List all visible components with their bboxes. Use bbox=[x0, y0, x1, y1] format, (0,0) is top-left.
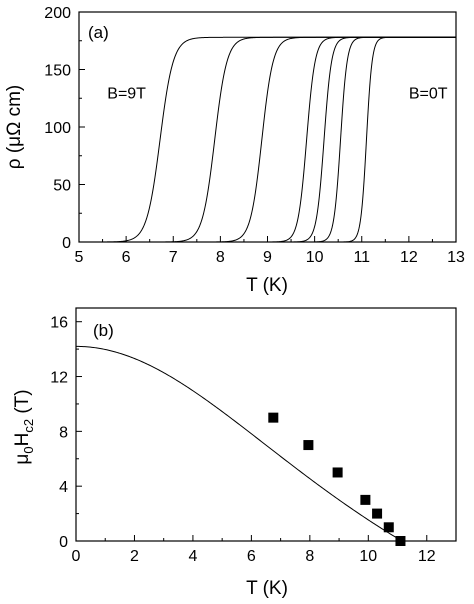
panel-b-x-axis-label: T (K) bbox=[246, 578, 288, 599]
x-tick-label: 5 bbox=[75, 249, 84, 266]
x-tick-label: 0 bbox=[72, 548, 81, 565]
y-tick-label: 16 bbox=[50, 315, 68, 332]
panel-b-fit-curve bbox=[76, 345, 403, 542]
x-tick-label: 6 bbox=[247, 548, 256, 565]
panel-a-resistivity-chart: 5 6 7 8 9 10 11 12 13 0 50 100 150 200 (a) B=9T B=0T… bbox=[4, 5, 465, 296]
x-tick-label: 9 bbox=[263, 249, 272, 266]
resistivity-curve-5 bbox=[79, 36, 456, 243]
y-tick-label: 200 bbox=[44, 5, 71, 22]
x-tick-label: 4 bbox=[188, 548, 197, 565]
panel-a-x-axis-label: T (K) bbox=[246, 275, 288, 296]
resistivity-curve-3 bbox=[79, 36, 456, 243]
y-label-sub0: 0 bbox=[21, 446, 36, 453]
x-tick-label: 7 bbox=[169, 249, 178, 266]
panel-a-frame bbox=[78, 11, 457, 243]
x-tick-label: 2 bbox=[130, 548, 139, 565]
data-point-4 bbox=[372, 508, 383, 519]
x-tick-label: 12 bbox=[400, 249, 418, 266]
data-point-6 bbox=[395, 536, 406, 546]
resistivity-curve-1 bbox=[79, 36, 456, 243]
y-tick-label: 8 bbox=[59, 424, 68, 441]
resistivity-curve-2 bbox=[79, 36, 456, 243]
x-tick-label: 8 bbox=[216, 249, 225, 266]
panel-a-y-ticks: 0 50 100 150 200 bbox=[44, 5, 85, 252]
panel-a-x-ticks: 5 6 7 8 9 10 11 12 13 bbox=[75, 236, 465, 266]
panel-b-data-points bbox=[268, 412, 406, 546]
y-tick-label: 12 bbox=[50, 370, 68, 387]
x-tick-label: 10 bbox=[306, 249, 324, 266]
y-label-mu: μ bbox=[12, 454, 33, 465]
data-point-5 bbox=[383, 522, 394, 533]
x-tick-label: 11 bbox=[353, 249, 370, 266]
panel-b-frame bbox=[75, 307, 457, 542]
panel-a-y-axis-label: ρ (μΩ cm) bbox=[4, 85, 25, 170]
y-tick-label: 100 bbox=[44, 120, 71, 137]
panel-b-y-ticks: 0 4 8 12 16 bbox=[50, 315, 82, 551]
panel-b-label: (b) bbox=[93, 321, 114, 340]
x-tick-label: 8 bbox=[305, 548, 314, 565]
x-tick-label: 6 bbox=[122, 249, 131, 266]
data-point-2 bbox=[332, 467, 343, 478]
y-tick-label: 50 bbox=[53, 178, 71, 195]
data-point-1 bbox=[303, 440, 314, 451]
annotation-b-0t: B=0T bbox=[409, 85, 448, 102]
y-tick-label: 4 bbox=[59, 479, 68, 496]
panel-a-curves bbox=[79, 36, 456, 243]
y-label-unit: (T) bbox=[12, 389, 33, 419]
x-tick-label: 13 bbox=[447, 249, 465, 266]
x-tick-label: 10 bbox=[359, 548, 377, 565]
resistivity-curve-4 bbox=[79, 36, 456, 243]
y-label-subc2: c2 bbox=[21, 419, 36, 433]
data-point-3 bbox=[360, 494, 371, 505]
resistivity-curve-6 bbox=[79, 36, 456, 243]
panel-b-x-ticks: 0 2 4 6 8 10 12 bbox=[72, 535, 436, 565]
y-label-h: H bbox=[12, 433, 33, 447]
panel-b-y-axis-label: μ0Hc2 (T) bbox=[12, 389, 36, 464]
y-tick-label: 0 bbox=[59, 534, 68, 551]
x-tick-label: 12 bbox=[418, 548, 436, 565]
panel-a-label: (a) bbox=[88, 23, 109, 42]
y-tick-label: 0 bbox=[62, 235, 71, 252]
y-tick-label: 150 bbox=[44, 63, 71, 80]
annotation-b-9t: B=9T bbox=[107, 85, 146, 102]
data-point-0 bbox=[268, 412, 279, 423]
resistivity-curve-0 bbox=[79, 36, 456, 243]
